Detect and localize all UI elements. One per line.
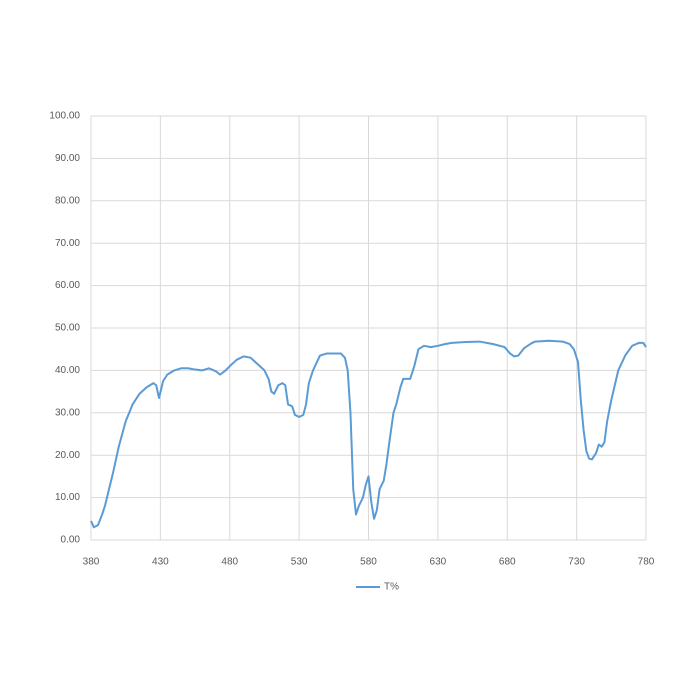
y-tick-label: 40.00 (55, 365, 80, 376)
y-tick-label: 100.00 (49, 111, 80, 122)
y-tick-label: 60.00 (55, 280, 80, 291)
x-tick-label: 380 (83, 557, 100, 568)
y-tick-label: 20.00 (55, 450, 80, 461)
legend-label: T% (384, 582, 399, 593)
y-tick-label: 90.00 (55, 153, 80, 164)
x-tick-label: 580 (360, 557, 377, 568)
y-tick-label: 10.00 (55, 492, 80, 503)
y-tick-label: 30.00 (55, 407, 80, 418)
x-tick-label: 480 (221, 557, 238, 568)
y-tick-label: 70.00 (55, 238, 80, 249)
y-tick-label: 50.00 (55, 323, 80, 334)
x-tick-label: 680 (499, 557, 516, 568)
y-tick-label: 0.00 (61, 535, 81, 546)
data-line (90, 339, 647, 529)
x-tick-label: 730 (568, 557, 585, 568)
y-tick-label: 80.00 (55, 195, 80, 206)
x-tick-label: 780 (638, 557, 655, 568)
x-tick-label: 430 (152, 557, 169, 568)
x-tick-label: 630 (430, 557, 447, 568)
x-tick-label: 530 (291, 557, 308, 568)
